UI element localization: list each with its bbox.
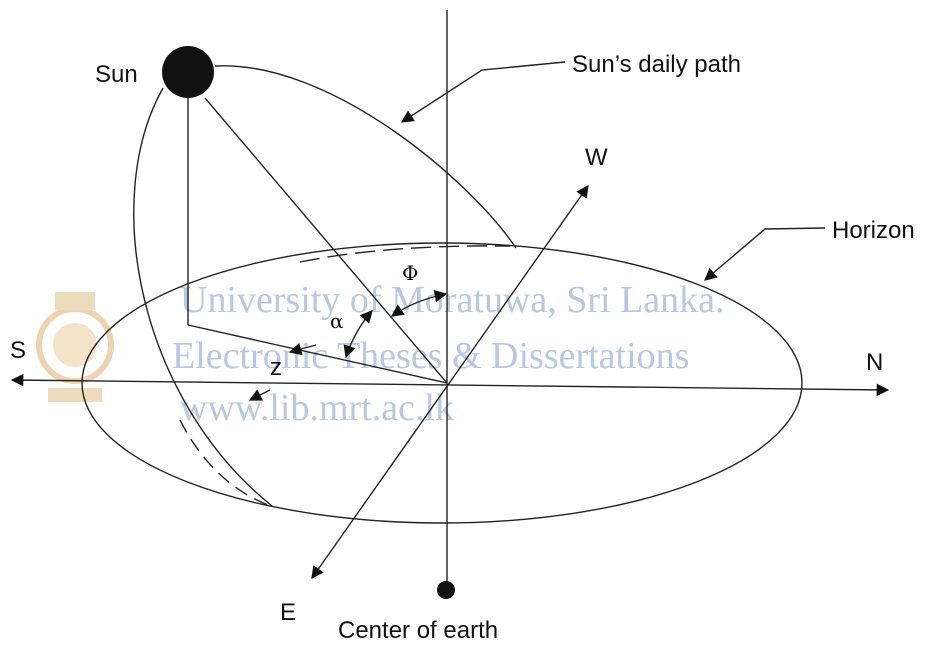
sun-label: Sun — [95, 61, 138, 88]
west-label: W — [585, 144, 608, 171]
sun-path-hidden — [179, 419, 269, 506]
sun-path-label: Sun’s daily path — [572, 51, 741, 78]
alpha-label: α — [330, 309, 344, 333]
east-label: E — [280, 599, 296, 626]
south-label: S — [10, 337, 26, 364]
sun-path — [133, 87, 273, 507]
horizon-label: Horizon — [832, 217, 915, 244]
sun — [162, 46, 214, 98]
phi-arc — [390, 289, 448, 317]
earth-center — [437, 581, 455, 599]
horizon-leader — [704, 227, 826, 281]
sun-path-leader — [400, 61, 566, 123]
sun-projection — [187, 324, 448, 384]
east-west-axis — [311, 184, 589, 580]
sun-path — [214, 65, 517, 249]
alpha-leader — [288, 342, 317, 356]
watermark-logo — [36, 292, 114, 402]
watermark-line: University of Moratuwa, Sri Lanka. — [180, 279, 725, 321]
phi-label: Φ — [402, 261, 418, 285]
north-label: N — [866, 349, 883, 376]
sun-ray — [204, 97, 448, 384]
zenith-label: z — [270, 354, 282, 381]
sun-path-hidden — [299, 245, 511, 263]
watermark-line: Electronic Theses & Dissertations — [172, 335, 689, 377]
zenith-arrow — [248, 389, 271, 401]
watermark-line: www.lib.mrt.ac.lk — [180, 387, 454, 429]
alpha-arc — [343, 310, 373, 359]
center-label: Center of earth — [338, 617, 498, 644]
